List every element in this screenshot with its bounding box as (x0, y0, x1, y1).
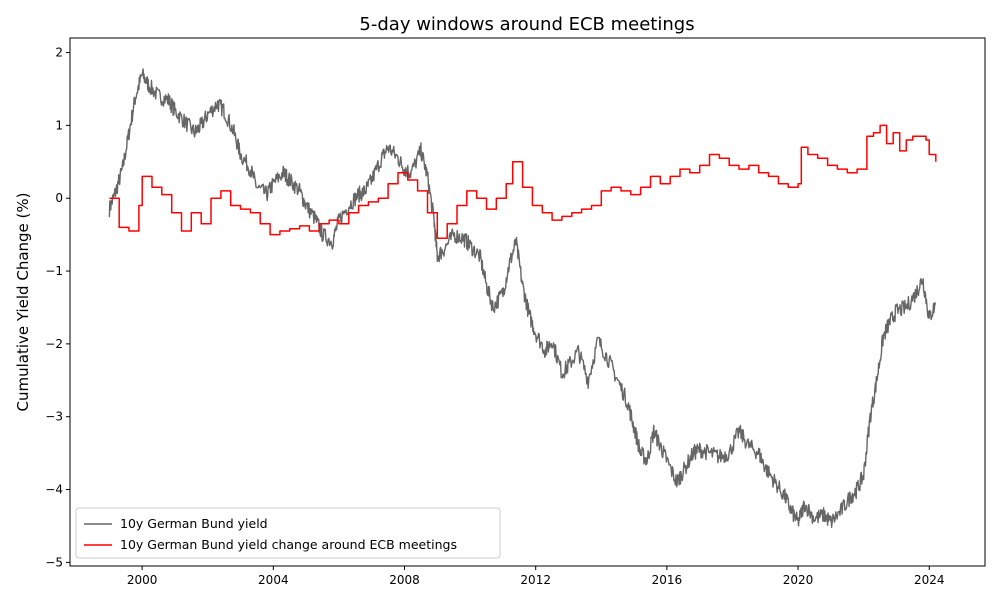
x-tick-label: 2000 (127, 573, 158, 587)
series-line-2 (109, 124, 937, 240)
y-tick-label: −4 (45, 483, 63, 497)
y-tick-label: 0 (55, 191, 63, 205)
plot-frame (69, 37, 986, 567)
x-tick-label: 2004 (258, 573, 289, 587)
chart-title: 5-day windows around ECB meetings (359, 14, 694, 35)
legend-box (75, 507, 501, 559)
x-tick-label: 2012 (520, 573, 551, 587)
y-tick-label: 1 (55, 118, 63, 132)
legend: 10y German Bund yield 10y German Bund yie… (75, 507, 501, 559)
y-tick-label: −3 (45, 410, 63, 424)
y-axis: 2 1 0 −1 −2 −3 −4 −5 (45, 46, 70, 569)
x-tick-label: 2024 (914, 573, 945, 587)
legend-label: 10y German Bund yield change around ECB … (120, 537, 457, 552)
y-tick-label: −1 (45, 264, 63, 278)
series-layer (108, 68, 937, 528)
y-axis-label: Cumulative Yield Change (%) (14, 192, 32, 411)
x-axis: 2000 2004 2008 2012 2016 2020 2024 (127, 566, 945, 587)
legend-label: 10y German Bund yield (120, 516, 268, 531)
x-tick-label: 2020 (783, 573, 814, 587)
series-line-1 (108, 68, 937, 528)
y-tick-label: 2 (55, 46, 63, 60)
y-tick-label: −2 (45, 337, 63, 351)
x-tick-label: 2016 (652, 573, 683, 587)
x-tick-label: 2008 (389, 573, 420, 587)
y-tick-label: −5 (45, 555, 63, 569)
